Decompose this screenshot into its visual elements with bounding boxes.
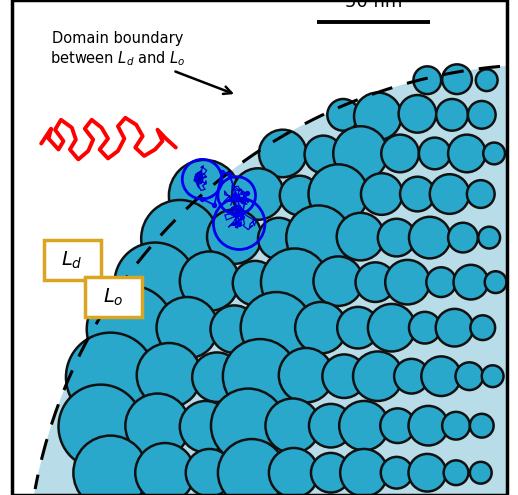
Circle shape: [114, 243, 196, 324]
Circle shape: [280, 176, 320, 215]
Circle shape: [137, 343, 201, 407]
Circle shape: [354, 93, 401, 140]
Circle shape: [421, 356, 461, 396]
Circle shape: [478, 227, 500, 248]
Circle shape: [192, 352, 242, 402]
Circle shape: [26, 64, 518, 495]
Circle shape: [186, 449, 233, 495]
Circle shape: [210, 305, 258, 353]
Circle shape: [233, 261, 277, 305]
Circle shape: [482, 365, 503, 387]
Circle shape: [74, 436, 148, 495]
Circle shape: [400, 177, 435, 211]
Circle shape: [442, 64, 472, 94]
Circle shape: [337, 213, 384, 260]
Circle shape: [295, 302, 347, 353]
Circle shape: [378, 219, 415, 256]
Circle shape: [381, 135, 419, 172]
Circle shape: [59, 385, 142, 469]
Circle shape: [368, 304, 415, 351]
Text: Domain boundary
between $L_d$ and $L_o$: Domain boundary between $L_d$ and $L_o$: [50, 31, 232, 94]
Circle shape: [259, 130, 307, 177]
Circle shape: [409, 454, 446, 492]
Circle shape: [180, 251, 239, 311]
Circle shape: [305, 136, 342, 173]
Circle shape: [309, 404, 353, 447]
Text: 50 nm: 50 nm: [345, 0, 402, 11]
Circle shape: [426, 267, 456, 297]
Circle shape: [223, 339, 297, 413]
Circle shape: [381, 457, 412, 489]
Circle shape: [476, 69, 498, 91]
Circle shape: [261, 248, 328, 316]
Circle shape: [380, 408, 415, 443]
Circle shape: [339, 401, 388, 450]
Circle shape: [313, 256, 363, 306]
Circle shape: [311, 453, 351, 493]
Circle shape: [218, 439, 285, 495]
Circle shape: [430, 174, 469, 214]
Circle shape: [361, 173, 402, 215]
Circle shape: [169, 160, 240, 231]
Circle shape: [355, 262, 395, 302]
Circle shape: [436, 309, 473, 346]
Circle shape: [454, 265, 488, 299]
Text: $\it{L}_o$: $\it{L}_o$: [103, 286, 123, 308]
Circle shape: [286, 205, 351, 270]
Circle shape: [333, 126, 387, 181]
Circle shape: [269, 448, 319, 495]
Circle shape: [485, 271, 507, 293]
Bar: [44, 240, 100, 280]
Circle shape: [135, 443, 195, 495]
Circle shape: [398, 95, 436, 133]
Circle shape: [337, 307, 379, 348]
Bar: [85, 277, 142, 317]
Circle shape: [419, 138, 451, 169]
Circle shape: [448, 223, 478, 252]
Circle shape: [470, 414, 494, 438]
Circle shape: [470, 315, 495, 340]
Circle shape: [340, 449, 387, 495]
Circle shape: [468, 101, 496, 129]
Circle shape: [87, 286, 174, 373]
Circle shape: [211, 389, 285, 463]
Circle shape: [413, 66, 441, 94]
Circle shape: [322, 354, 366, 398]
Circle shape: [467, 180, 495, 208]
Circle shape: [443, 460, 468, 485]
Circle shape: [180, 401, 231, 452]
Circle shape: [436, 99, 468, 131]
Circle shape: [66, 333, 155, 422]
Circle shape: [141, 200, 219, 277]
Circle shape: [385, 260, 430, 304]
Circle shape: [265, 398, 320, 453]
Circle shape: [279, 348, 333, 402]
Text: $\it{L}_d$: $\it{L}_d$: [61, 249, 83, 271]
Circle shape: [448, 135, 486, 172]
Circle shape: [309, 164, 368, 224]
Circle shape: [409, 312, 441, 344]
Circle shape: [241, 292, 312, 363]
Circle shape: [125, 394, 190, 458]
Circle shape: [156, 297, 218, 358]
Circle shape: [394, 359, 429, 394]
Circle shape: [455, 362, 483, 390]
Circle shape: [207, 209, 262, 264]
Circle shape: [327, 99, 359, 131]
Circle shape: [232, 168, 284, 220]
Circle shape: [483, 143, 505, 164]
Circle shape: [442, 412, 470, 440]
Circle shape: [409, 217, 451, 258]
Circle shape: [353, 351, 402, 401]
Circle shape: [409, 406, 448, 446]
Circle shape: [258, 218, 299, 259]
Circle shape: [470, 462, 492, 484]
